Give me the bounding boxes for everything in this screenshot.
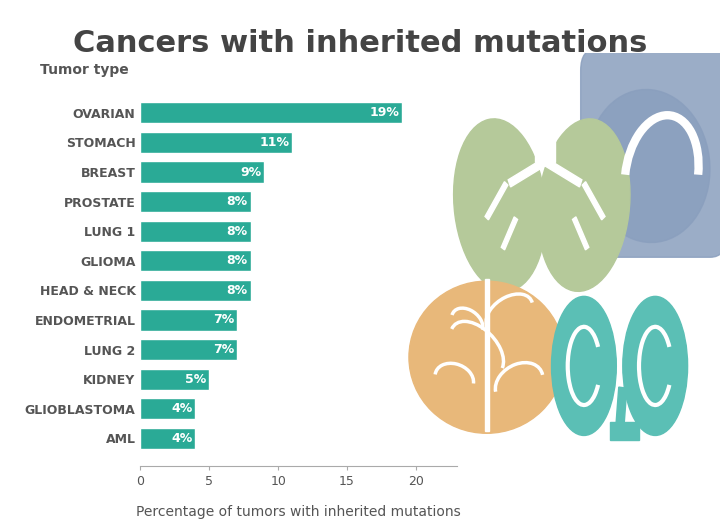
Bar	[140, 220, 251, 242]
Ellipse shape	[532, 29, 558, 51]
Text: 4%: 4%	[171, 432, 193, 445]
Bar	[536, 40, 554, 162]
Text: 11%: 11%	[259, 136, 289, 149]
Bar	[140, 339, 237, 360]
FancyArrow shape	[572, 217, 589, 250]
FancyBboxPatch shape	[581, 49, 720, 257]
FancyArrow shape	[582, 182, 605, 220]
Bar	[140, 102, 402, 123]
Ellipse shape	[538, 119, 630, 292]
Text: Tumor type: Tumor type	[40, 63, 128, 77]
Bar	[140, 161, 264, 183]
Text: 4%: 4%	[171, 402, 193, 416]
Bar	[610, 422, 639, 440]
Text: 8%: 8%	[227, 195, 248, 208]
FancyArrow shape	[485, 182, 508, 220]
Ellipse shape	[409, 281, 564, 434]
FancyArrow shape	[485, 279, 489, 431]
Text: 5%: 5%	[185, 373, 207, 386]
Text: 7%: 7%	[213, 343, 234, 356]
Text: 19%: 19%	[369, 107, 400, 119]
Bar	[140, 280, 251, 301]
Ellipse shape	[588, 90, 710, 243]
Bar	[140, 310, 237, 331]
Bar	[140, 191, 251, 212]
Text: 8%: 8%	[227, 284, 248, 297]
Bar	[140, 132, 292, 153]
Text: 8%: 8%	[227, 225, 248, 237]
Text: 7%: 7%	[213, 314, 234, 326]
FancyArrow shape	[544, 158, 582, 187]
Text: Cancers with inherited mutations: Cancers with inherited mutations	[73, 29, 647, 58]
FancyArrow shape	[616, 387, 627, 431]
Text: 8%: 8%	[227, 254, 248, 267]
Bar	[140, 398, 196, 419]
Ellipse shape	[623, 296, 688, 436]
Text: 9%: 9%	[240, 165, 261, 179]
FancyArrow shape	[508, 158, 546, 187]
FancyArrow shape	[501, 217, 518, 250]
Bar	[140, 428, 196, 449]
Text: Percentage of tumors with inherited mutations: Percentage of tumors with inherited muta…	[136, 506, 462, 519]
Ellipse shape	[552, 296, 616, 436]
Bar	[140, 368, 210, 390]
Ellipse shape	[454, 119, 546, 292]
Bar	[140, 250, 251, 271]
